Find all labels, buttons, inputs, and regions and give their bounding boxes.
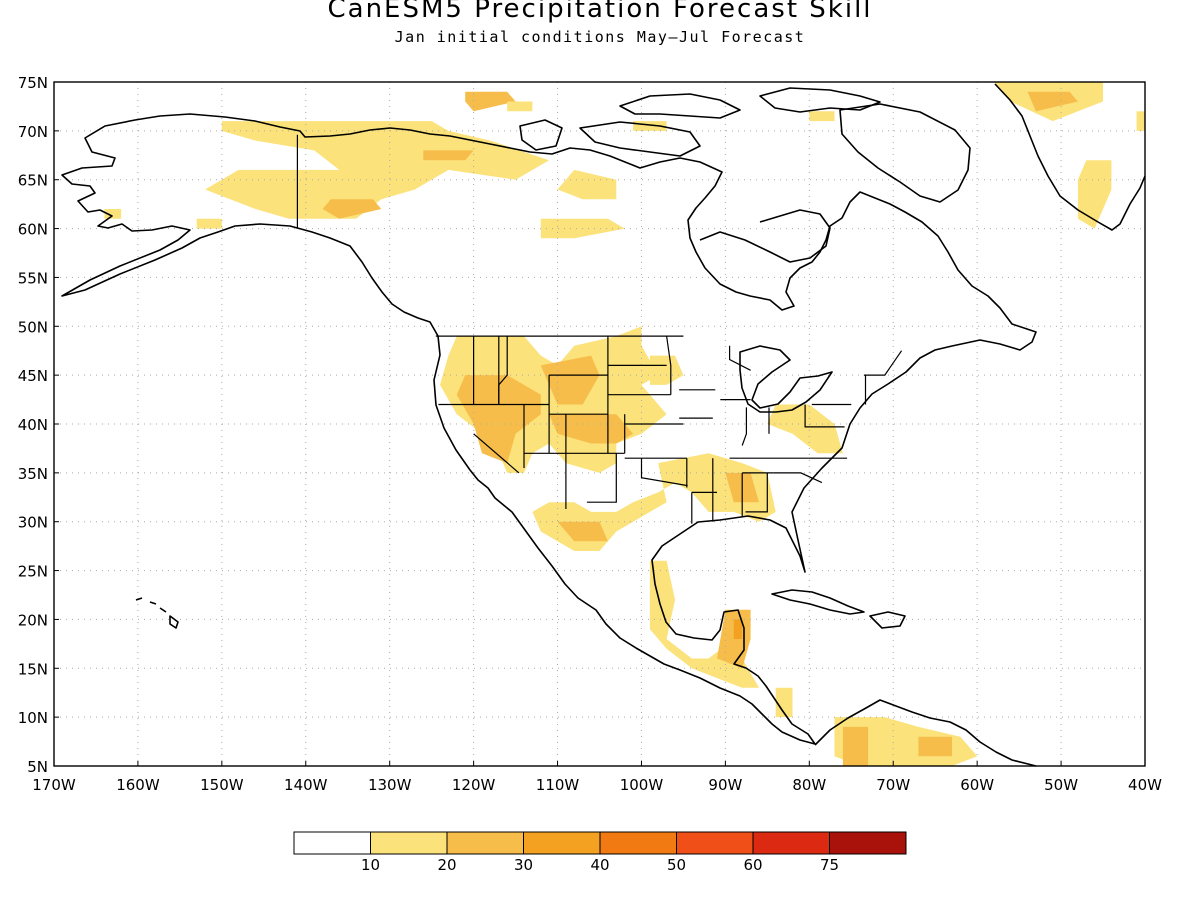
lat-tick-label: 75N [18,74,48,92]
skill-region-4 [557,169,617,200]
skill-region-13 [1077,160,1112,229]
hawaii-coastline [135,597,179,629]
lon-tick-label: 120W [452,776,496,794]
lat-tick-label: 20N [18,611,48,629]
colorbar-swatch [752,831,830,855]
boundary-line [473,433,520,474]
lon-tick-label: 80W [792,776,826,794]
lon-tick-label: 70W [876,776,910,794]
colorbar-swatch [599,831,677,855]
colorbar-label: 60 [743,856,762,874]
lat-tick-label: 30N [18,514,48,532]
boundary-line [863,350,903,376]
skill-region-14 [1136,111,1145,131]
lon-tick-label: 150W [200,776,244,794]
skill-region-6 [196,218,222,229]
boundary-line [741,407,747,446]
colorbar-swatch [370,831,448,855]
longitude-labels: 170W 160W 150W 140W 130W 120W 110W 100W 90W 80W 70… [32,761,1162,794]
lat-tick-label: 45N [18,367,48,385]
boundary-line [745,472,768,513]
cuba-coastline [771,589,865,615]
skill-region-20 [767,404,843,454]
colorbar-swatch [523,831,601,855]
skill-region-2 [423,150,474,161]
boundary-line [773,472,823,484]
hudson-bay-coastline [699,209,831,263]
colorbar-label: 50 [667,856,686,874]
skill-region-26 [733,619,743,639]
coastlines [61,83,1146,767]
skill-region-3 [104,209,122,219]
lon-tick-label: 170W [32,776,76,794]
colorbar-label: 20 [437,856,456,874]
boundary-line [729,345,751,371]
map-subtitle: Jan initial conditions May–Jul Forecast [394,28,806,46]
skill-region-22 [557,521,608,542]
lat-tick-label: 40N [18,416,48,434]
lon-tick-label: 110W [536,776,580,794]
boundary-line [586,453,617,503]
skill-region-10 [809,111,835,122]
skill-region-29 [842,726,869,766]
lat-tick-label: 50N [18,318,48,336]
lat-tick-label: 15N [18,660,48,678]
colorbar-swatch [829,831,907,855]
lat-tick-label: 5N [27,758,48,776]
lon-tick-label: 140W [284,776,328,794]
skill-region-7 [465,91,516,112]
skill-region-17 [540,355,600,405]
skill-region-8 [507,101,533,112]
political-boundaries [296,134,903,524]
colorbar-label: 75 [820,856,839,874]
lat-tick-label: 25N [18,563,48,581]
boundary-line [640,458,688,487]
colorbar-swatch [676,831,754,855]
colorbar-label: 10 [361,856,380,874]
map-title: CanESM5 Precipitation Forecast Skill [327,0,873,24]
lon-tick-label: 100W [620,776,664,794]
skill-region-27 [775,687,793,718]
north-america-coastline [61,113,1037,745]
great-lakes-coastline [739,345,833,413]
skill-region-18 [549,414,634,444]
lat-tick-label: 10N [18,709,48,727]
lat-tick-label: 60N [18,221,48,239]
latitude-labels: 75N 70N 65N 60N 55N 50N 45N 40N 35N 30N 25N 20N 15N 1… [18,74,59,776]
colorbar-swatch [446,831,524,855]
colorbar-swatch [293,831,371,855]
colorbar-label: 40 [590,856,609,874]
ellesmere-coastline [759,87,881,113]
greenland-coastline [994,83,1146,231]
boundary-line [804,404,845,428]
skill-region-16 [456,375,541,464]
victoria-island-coastline [579,121,701,157]
colorbar: 10 20 30 40 50 60 75 [293,831,907,874]
lat-tick-label: 35N [18,465,48,483]
lat-tick-label: 70N [18,123,48,141]
skill-region-1 [322,199,382,219]
lat-tick-label: 65N [18,172,48,190]
lon-tick-label: 50W [1044,776,1078,794]
lon-tick-label: 40W [1128,776,1162,794]
boundary-line [498,336,508,405]
boundary-line [666,336,672,395]
banks-island-coastline [519,119,563,151]
lon-tick-label: 160W [116,776,160,794]
arctic-islands-coastline [619,93,741,119]
skill-region-19 [649,355,684,385]
skill-region-12 [1027,91,1078,112]
lat-tick-label: 55N [18,269,48,287]
skill-region-30 [918,736,952,757]
lon-tick-label: 90W [708,776,742,794]
colorbar-label: 30 [514,856,533,874]
baffin-island-coastline [839,103,971,203]
south-america-coastline [814,699,1037,767]
skill-region-0 [205,121,550,219]
hispaniola-coastline [869,611,906,629]
lon-tick-label: 60W [960,776,994,794]
lon-tick-label: 130W [368,776,412,794]
